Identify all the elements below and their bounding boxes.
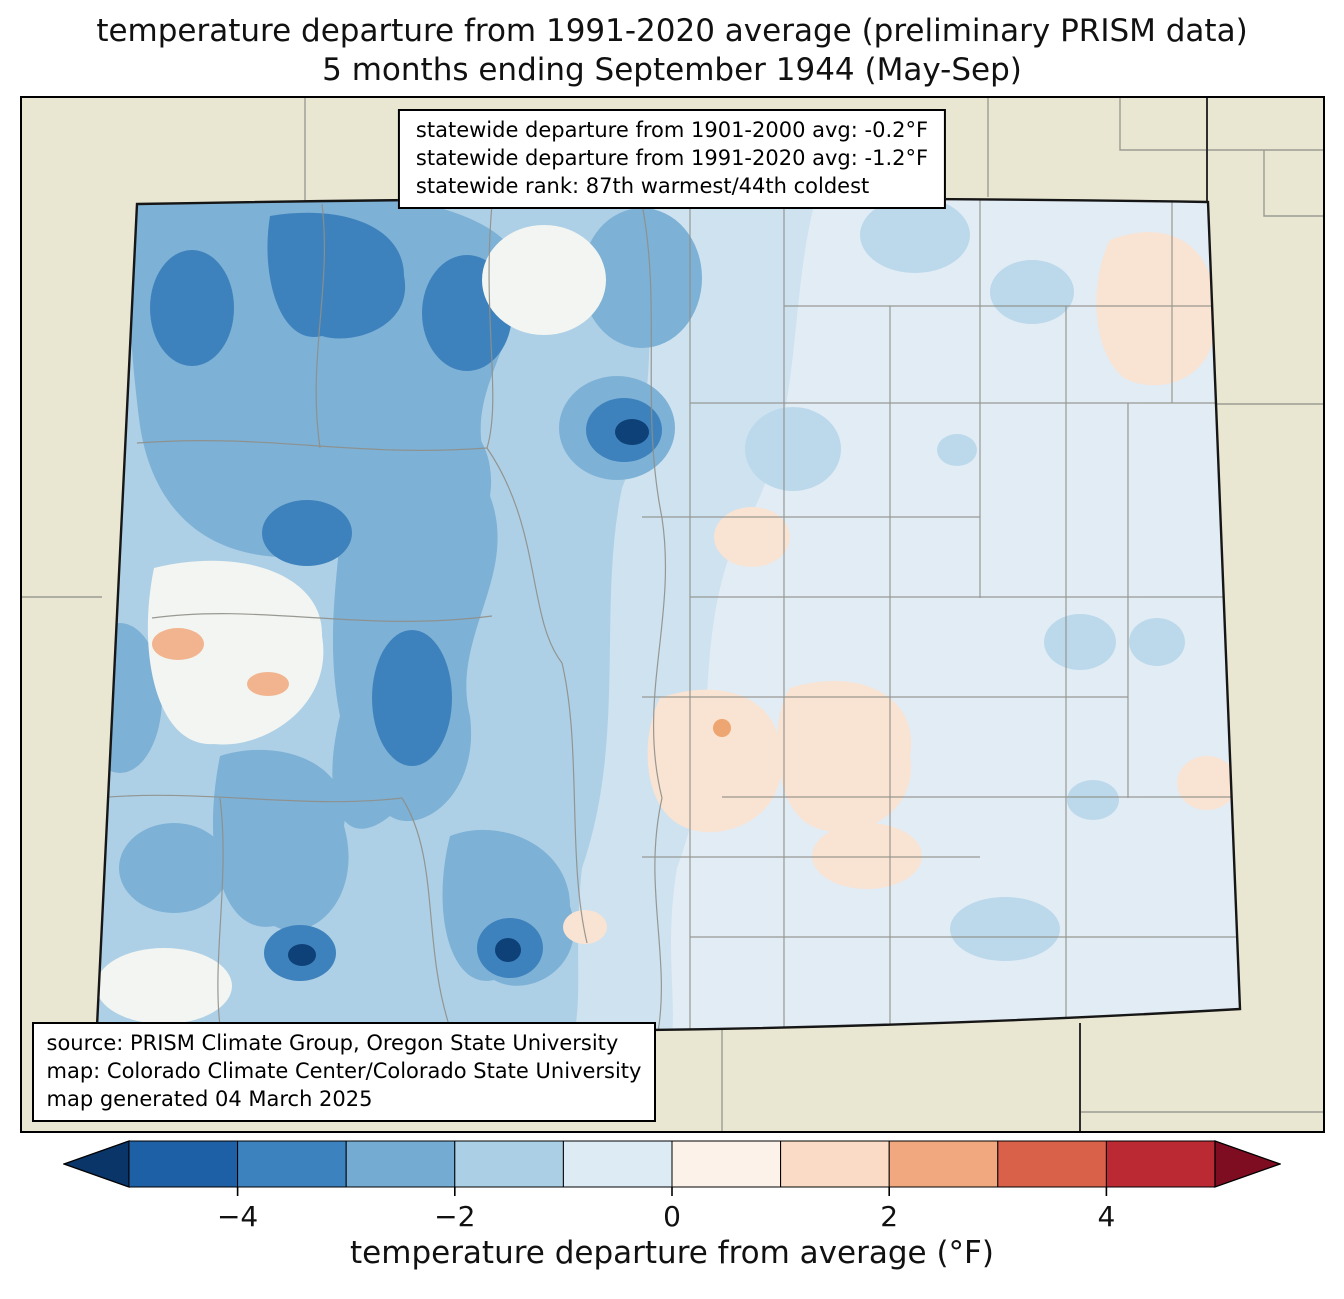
- colorbar-segment: [237, 1140, 347, 1188]
- source-line-3: map generated 04 March 2025: [46, 1087, 373, 1112]
- source-box: source: PRISM Climate Group, Oregon Stat…: [31, 1022, 657, 1123]
- colorbar-segment: [888, 1140, 999, 1188]
- source-line-2: map: Colorado Climate Center/Colorado St…: [46, 1059, 642, 1084]
- colorbar-segment: [345, 1140, 456, 1188]
- title-line-2: 5 months ending September 1944 (May-Sep): [322, 52, 1022, 89]
- colorbar-left-arrow: [63, 1140, 130, 1189]
- colorbar-tick-label: −2: [434, 1200, 475, 1233]
- figure-title: temperature departure from 1991-2020 ave…: [0, 0, 1344, 90]
- colorbar-tick-label: −4: [217, 1200, 258, 1233]
- stats-line-2: statewide departure from 1991-2020 avg: …: [415, 146, 929, 171]
- colorbar-segment: [454, 1140, 564, 1188]
- stats-line-1: statewide departure from 1901-2000 avg: …: [415, 118, 929, 143]
- temperature-field: [96, 198, 1240, 1032]
- colorbar-tick-label: 4: [1097, 1200, 1115, 1233]
- stats-line-3: statewide rank: 87th warmest/44th coldes…: [415, 173, 870, 198]
- map-canvas: [21, 98, 1323, 1132]
- colorbar-canvas: −4 −2 0 2 4: [63, 1140, 1281, 1233]
- colorbar-right-arrow: [1214, 1140, 1281, 1189]
- colorbar-tick-label: 2: [880, 1200, 898, 1233]
- colorbar-segment: [562, 1140, 673, 1188]
- colorbar-segment: [671, 1140, 782, 1188]
- colorbar-segment: [780, 1140, 890, 1188]
- neighbor-state-lines-dark: [1078, 98, 1208, 1132]
- source-line-1: source: PRISM Climate Group, Oregon Stat…: [46, 1031, 619, 1056]
- colorbar-segment: [128, 1140, 239, 1188]
- title-line-1: temperature departure from 1991-2020 ave…: [96, 13, 1248, 49]
- map-frame: statewide departure from 1901-2000 avg: …: [19, 96, 1325, 1134]
- colorbar-segment: [997, 1140, 1107, 1188]
- neighbor-state-lines: [21, 98, 1323, 1132]
- colorbar-segment: [1105, 1140, 1216, 1188]
- stats-box: statewide departure from 1901-2000 avg: …: [397, 109, 947, 209]
- colorbar-tick-label: 0: [663, 1200, 681, 1233]
- colorbar: −4 −2 0 2 4 temperature departure from avera…: [0, 1140, 1344, 1271]
- colorbar-label: temperature departure from average (°F): [350, 1235, 994, 1272]
- county-lines: [96, 198, 1240, 1032]
